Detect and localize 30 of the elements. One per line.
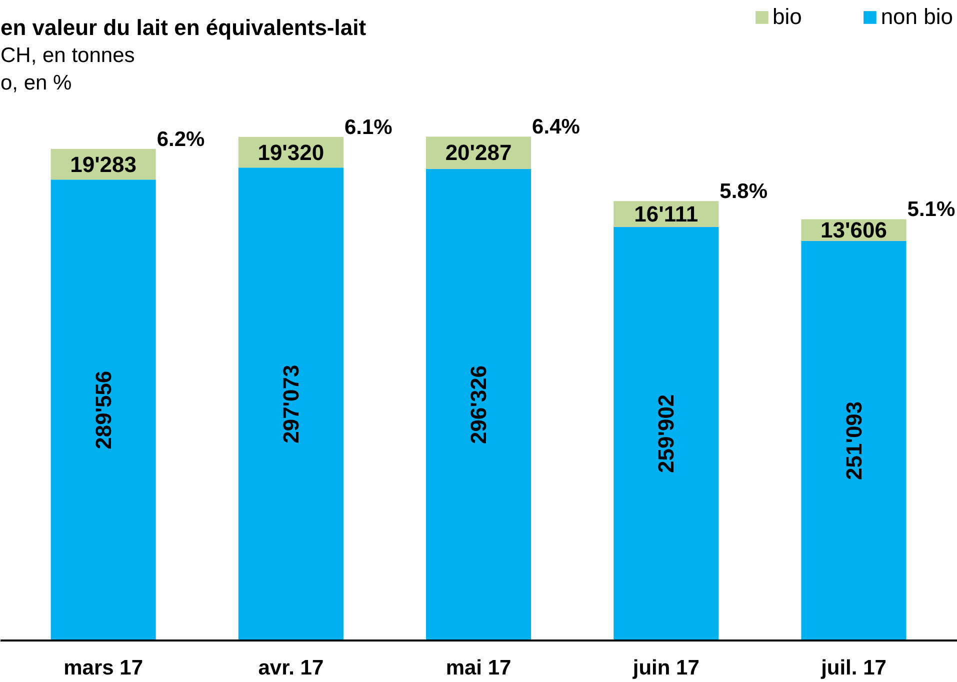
chart-title: en valeur du lait en équivalents-lait [0,14,367,40]
bar [614,226,719,640]
annotation: 6.2% [156,128,206,151]
x-tick-label: juil. 17 [820,656,886,680]
legend-label: bio [772,4,802,30]
bar [238,168,344,640]
x-tick-label: avr. 17 [258,656,324,680]
data-label: 13'606 [820,218,887,243]
data-label: 16'111 [634,202,698,227]
x-tick-label: mai 17 [446,656,512,680]
legend-label: non bio [880,4,953,30]
data-label: 20'287 [445,140,512,166]
annotation: 5.1% [907,198,956,222]
data-label: 19'320 [258,140,324,165]
bar [801,240,906,640]
bar [50,180,156,640]
bar [426,168,532,640]
chart-subtitle: CH, en tonnes [0,44,135,67]
data-label: 289'556 [90,370,116,450]
annotation: 6.4% [532,116,580,139]
x-tick-label: juin 17 [632,656,700,680]
data-label: 296'326 [466,365,492,444]
data-label: 259'902 [654,394,679,473]
data-label: 251'093 [841,401,866,480]
data-label: 19'283 [70,152,137,177]
annotation: 5.8% [720,180,768,204]
data-label: 297'073 [278,364,304,444]
text: o, en % [0,72,72,95]
x-tick-label: mars 17 [64,656,144,680]
annotation: 6.1% [344,116,393,139]
